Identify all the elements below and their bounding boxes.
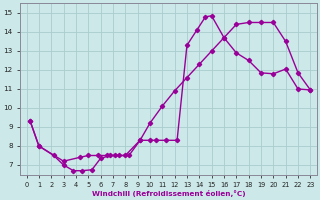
X-axis label: Windchill (Refroidissement éolien,°C): Windchill (Refroidissement éolien,°C) <box>92 190 245 197</box>
